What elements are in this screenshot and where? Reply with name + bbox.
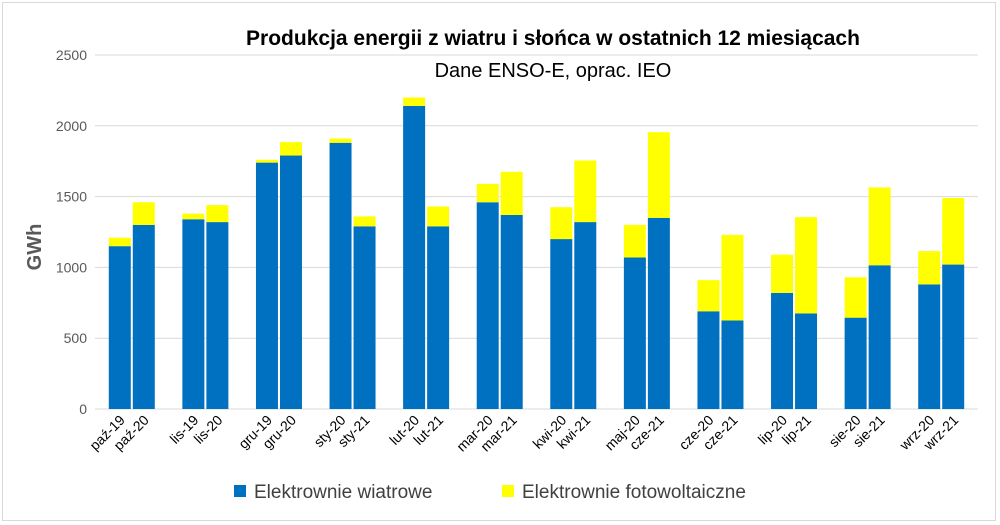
bar-wiatrowe <box>279 155 302 409</box>
legend-swatch <box>234 485 246 497</box>
bar-fotowoltaiczne <box>550 207 573 240</box>
bar-wiatrowe <box>403 105 426 409</box>
bar-wiatrowe <box>574 222 597 409</box>
y-tick-label: 0 <box>79 401 87 417</box>
bar-wiatrowe <box>206 222 229 409</box>
bar-fotowoltaiczne <box>647 132 670 218</box>
bar-fotowoltaiczne <box>353 216 376 227</box>
legend: Elektrownie wiatrowe Elektrownie fotowolt… <box>234 482 746 503</box>
bar-wiatrowe <box>329 142 352 410</box>
bar-wiatrowe <box>771 292 794 409</box>
x-tick-label: lis-20 <box>191 412 226 447</box>
legend-swatch <box>502 485 514 497</box>
bar-wiatrowe <box>647 217 670 409</box>
bar-fotowoltaiczne <box>721 234 744 321</box>
bar-fotowoltaiczne <box>476 183 499 203</box>
bar-wiatrowe <box>476 202 499 409</box>
bar-fotowoltaiczne <box>403 97 426 106</box>
bar-wiatrowe <box>844 317 867 409</box>
y-axis-label: GWh <box>24 224 46 271</box>
chart-subtitle: Dane ENSO-E, oprac. IEO <box>435 60 672 82</box>
bar-wiatrowe <box>795 313 818 409</box>
bar-fotowoltaiczne <box>206 205 229 223</box>
bar-wiatrowe <box>427 226 450 409</box>
bar-fotowoltaiczne <box>108 237 131 247</box>
legend-label: Elektrownie fotowoltaiczne <box>522 482 746 503</box>
bar-fotowoltaiczne <box>132 202 155 225</box>
bar-fotowoltaiczne <box>182 213 205 220</box>
y-tick-label: 2500 <box>56 47 87 63</box>
bar-wiatrowe <box>500 215 523 409</box>
y-tick-label: 1500 <box>56 189 87 205</box>
bar-fotowoltaiczne <box>697 280 720 312</box>
y-tick-labels: 0 500 1000 1500 2000 2500 <box>56 47 87 417</box>
bar-fotowoltaiczne <box>427 206 450 227</box>
chart-title: Produkcja energii z wiatru i słońca w os… <box>246 27 860 50</box>
bar-wiatrowe <box>868 265 891 409</box>
y-tick-label: 2000 <box>56 118 87 134</box>
bar-fotowoltaiczne <box>329 138 352 143</box>
bar-wiatrowe <box>697 311 720 409</box>
bar-wiatrowe <box>255 162 278 409</box>
bar-wiatrowe <box>623 257 646 409</box>
bar-wiatrowe <box>182 219 205 409</box>
bar-wiatrowe <box>353 226 376 409</box>
y-tick-label: 500 <box>64 330 88 346</box>
bar-wiatrowe <box>108 246 131 409</box>
bar-fotowoltaiczne <box>279 142 302 156</box>
bar-fotowoltaiczne <box>500 171 523 216</box>
bar-wiatrowe <box>721 320 744 409</box>
bar-fotowoltaiczne <box>623 224 646 258</box>
y-tick-label: 1000 <box>56 259 87 275</box>
bar-fotowoltaiczne <box>574 160 597 223</box>
bar-fotowoltaiczne <box>868 187 891 266</box>
bar-wiatrowe <box>550 239 573 409</box>
bar-fotowoltaiczne <box>844 277 867 318</box>
legend-label: Elektrownie wiatrowe <box>254 482 432 503</box>
bar-wiatrowe <box>918 284 941 409</box>
bar-fotowoltaiczne <box>771 254 794 293</box>
bar-fotowoltaiczne <box>918 251 941 285</box>
bar-fotowoltaiczne <box>255 159 278 163</box>
bar-fotowoltaiczne <box>942 198 965 265</box>
bar-wiatrowe <box>942 264 965 409</box>
bar-fotowoltaiczne <box>795 217 818 314</box>
bars <box>108 97 965 410</box>
gridlines <box>95 54 978 410</box>
bar-wiatrowe <box>132 224 155 409</box>
